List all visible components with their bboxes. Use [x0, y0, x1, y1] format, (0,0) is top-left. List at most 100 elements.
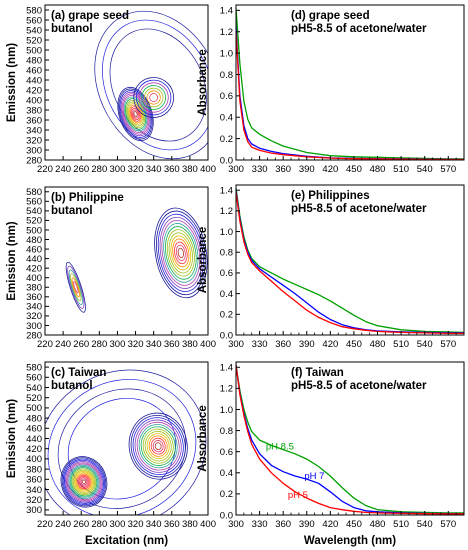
contour-peak-ring [123, 96, 148, 132]
y-tick-label: 0.6 [220, 268, 233, 279]
x-tick-label: 320 [128, 164, 144, 175]
panel-title-line: (f) Taiwan [291, 367, 344, 379]
series-label: pH 7 [304, 471, 324, 482]
contour-peak-ring [152, 440, 164, 453]
contour-peak-ring [65, 461, 103, 503]
contour-peak-ring [131, 107, 140, 121]
y-axis-label: Emission (nm) [6, 43, 18, 122]
contour-peak-ring [154, 442, 162, 450]
contour-peak-ring [68, 269, 83, 305]
x-tick-label: 540 [417, 519, 433, 530]
y-tick-label: 0.4 [220, 289, 233, 300]
series-lines [236, 8, 464, 160]
series-line [236, 192, 464, 335]
y-tick-label: 360 [26, 115, 42, 126]
contour-peak-ring [175, 244, 186, 262]
x-tick-label: 360 [164, 519, 180, 530]
y-tick-label: 400 [26, 273, 42, 284]
y-tick-label: 320 [26, 311, 42, 322]
series-line [236, 31, 464, 160]
y-tick-label: 440 [26, 75, 42, 86]
y-tick-label: 420 [26, 444, 42, 455]
y-tick-label: 500 [26, 225, 42, 236]
panel-title-line: butanol [51, 23, 93, 35]
x-axis-label: Wavelength (nm) [304, 535, 396, 547]
contour-peak-ring [172, 238, 190, 268]
series-line [236, 8, 464, 160]
y-tick-label: 560 [26, 197, 42, 208]
contour-peak-ring [119, 90, 152, 138]
y-tick-label: 400 [26, 95, 42, 106]
panel-c-contour-taiwan: 3003203403603804004204404604805005205405… [6, 361, 216, 547]
contour-peak-ring [146, 433, 170, 460]
y-tick-label: 0.0 [220, 510, 233, 521]
y-tick-label: 580 [26, 5, 42, 16]
panel-title-line: (b) Philippine [51, 192, 124, 204]
contour-peak-ring [132, 109, 139, 119]
panel-title-line: pH5-8.5 of acetone/water [291, 23, 427, 35]
x-tick-label: 340 [146, 164, 162, 175]
y-tick-label: 580 [26, 362, 42, 373]
x-tick-label: 260 [73, 519, 89, 530]
x-tick-label: 220 [37, 519, 53, 530]
panel-d-absorbance-grape-seed: 0.0 0.2 0.4 0.6 0.8 1.0 1.2 1.4 300 330 360 390 420 4… [197, 4, 465, 175]
plot-frame [235, 184, 465, 336]
contour-peak-ring [79, 477, 89, 487]
y-tick-label: 460 [26, 244, 42, 255]
y-tick-label: 0.2 [220, 134, 233, 145]
x-tick-label: 360 [275, 519, 291, 530]
y-tick-label: 420 [26, 263, 42, 274]
x-tick-label: 420 [322, 339, 338, 350]
y-tick-label: 480 [26, 413, 42, 424]
contour-peak-ring [140, 426, 176, 466]
panel-title-line: butanol [51, 380, 93, 392]
y-tick-label: 1.2 [220, 384, 233, 395]
contour-peak-ring [142, 428, 174, 464]
y-tick-label: 360 [26, 475, 42, 486]
panel-title-line: pH5-8.5 of acetone/water [291, 203, 427, 215]
y-axis-label: Emission (nm) [6, 399, 18, 478]
contour-peak-ring [68, 464, 100, 499]
x-tick-label: 400 [200, 339, 216, 350]
contour-peak-ring [124, 98, 147, 130]
contour-peak-ring [156, 210, 206, 296]
y-tick-label: 380 [26, 464, 42, 475]
contour-peak-ring [80, 478, 88, 486]
contour-peak-ring [161, 219, 201, 286]
x-tick-label: 220 [37, 164, 53, 175]
contour-lines [65, 207, 208, 313]
contour-peak-ring [133, 77, 174, 118]
x-tick-label: 380 [182, 164, 198, 175]
x-tick-label: 300 [110, 339, 126, 350]
panel-title-line: (c) Taiwan [51, 367, 106, 379]
y-tick-label: 440 [26, 434, 42, 445]
x-tick-label: 240 [55, 519, 71, 530]
contour-peak-ring [132, 417, 184, 476]
contour-peak-ring [148, 435, 168, 457]
y-tick-label: 1.2 [220, 206, 233, 217]
y-tick-label: 340 [26, 485, 42, 496]
contour-envelope [102, 19, 208, 151]
y-tick-label: 1.4 [220, 6, 233, 17]
y-tick-label: 300 [26, 505, 42, 516]
panel-title-line: (a) grape seed [51, 10, 129, 22]
contour-peak-ring [146, 90, 161, 105]
y-tick-label: 0.8 [220, 426, 233, 437]
y-tick-label: 340 [26, 302, 42, 313]
contour-lines [45, 369, 207, 515]
contour-peak-ring [165, 226, 197, 280]
y-tick-label: 440 [26, 254, 42, 265]
contour-peak-ring [66, 462, 102, 502]
contour-peak-ring [67, 265, 85, 309]
x-tick-label: 570 [440, 164, 456, 175]
x-tick-label: 280 [91, 339, 107, 350]
y-tick-label: 460 [26, 424, 42, 435]
x-tick-label: 360 [275, 164, 291, 175]
y-tick-label: 280 [26, 330, 42, 341]
y-tick-label: 300 [26, 145, 42, 156]
contour-peak-ring [75, 472, 93, 492]
panel-a-contour-grape-seed: 2803003203403603804004204404604805005205… [6, 4, 216, 175]
x-tick-label: 540 [417, 164, 433, 175]
x-tick-label: 390 [299, 339, 315, 350]
contour-peak-ring [60, 456, 108, 508]
